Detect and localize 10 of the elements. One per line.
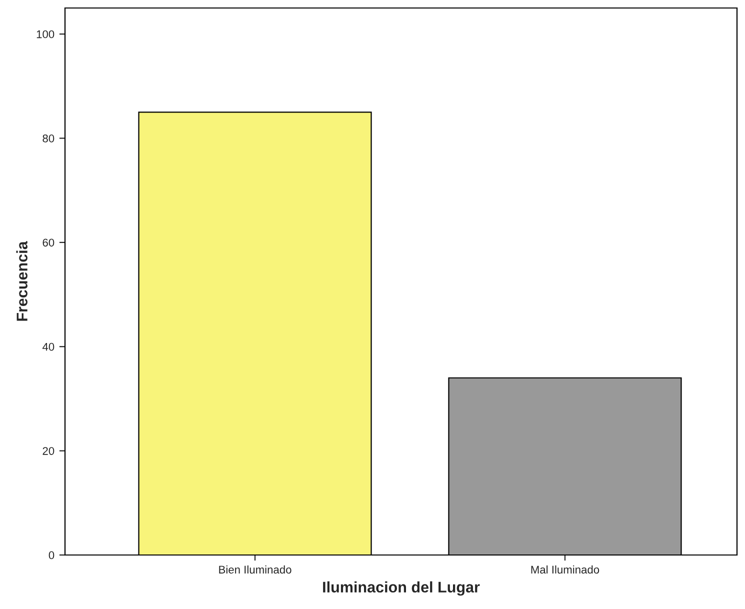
- y-tick-label: 0: [48, 551, 54, 560]
- y-tick-label: 80: [42, 134, 54, 142]
- y-tick-label: 20: [42, 447, 54, 455]
- y-tick-label: 60: [42, 238, 54, 247]
- y-axis-title: Frecuencia: [16, 241, 28, 321]
- x-axis-title: Iluminacion del Lugar: [323, 581, 480, 596]
- y-tick-label: 100: [36, 30, 54, 38]
- x-tick-label: Mal Iluminado: [531, 565, 600, 574]
- x-tick-label: Bien Iluminado: [219, 565, 292, 574]
- y-tick-label: 40: [42, 342, 54, 351]
